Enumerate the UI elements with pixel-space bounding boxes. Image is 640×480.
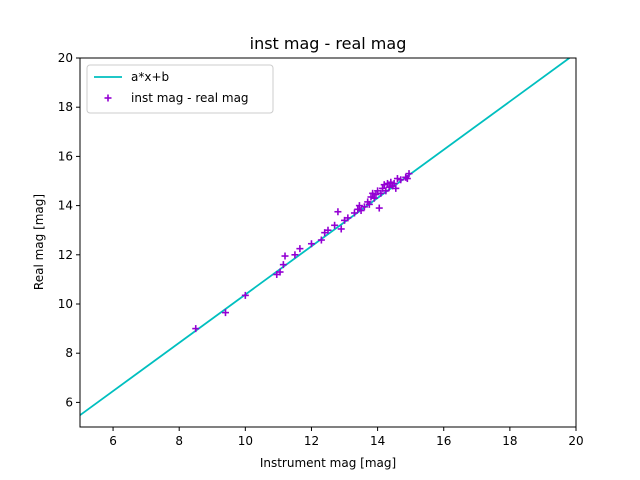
scatter-point xyxy=(355,202,363,210)
scatter-point xyxy=(241,291,249,299)
scatter-point xyxy=(387,178,395,186)
x-tick-label: 10 xyxy=(238,434,253,448)
scatter-point xyxy=(380,181,388,189)
scatter-point xyxy=(390,179,398,187)
x-tick-label: 20 xyxy=(568,434,583,448)
scatter-point xyxy=(317,236,325,244)
y-axis-label: Real mag [mag] xyxy=(32,194,46,290)
scatter-point xyxy=(291,251,299,259)
x-axis-label: Instrument mag [mag] xyxy=(260,456,396,470)
scatter-point xyxy=(350,209,358,217)
x-tick-label: 12 xyxy=(304,434,319,448)
y-axis: 6 8 10 12 14 16 18 20 xyxy=(58,51,80,409)
scatter-point xyxy=(360,203,368,211)
scatter-point xyxy=(281,252,289,260)
scatter-point xyxy=(357,207,365,215)
x-tick-label: 8 xyxy=(175,434,183,448)
scatter-point xyxy=(392,184,400,192)
y-tick-label: 20 xyxy=(58,51,73,65)
scatter-point xyxy=(397,176,405,184)
scatter-point xyxy=(307,240,315,248)
x-tick-label: 18 xyxy=(502,434,517,448)
scatter-point xyxy=(331,221,339,229)
y-tick-label: 16 xyxy=(58,149,73,163)
legend-fit-line-label: a*x+b xyxy=(131,70,169,84)
legend-scatter-swatch xyxy=(104,94,112,102)
x-axis: 6 8 10 12 14 16 18 20 xyxy=(109,427,584,448)
chart-title: inst mag - real mag xyxy=(250,34,407,53)
y-tick-label: 18 xyxy=(58,100,73,114)
scatter-point xyxy=(354,205,362,213)
legend: a*x+b inst mag - real mag xyxy=(86,64,274,114)
scatter-point xyxy=(192,325,200,333)
scatter-point xyxy=(276,268,284,276)
scatter-point xyxy=(367,193,375,201)
y-tick-label: 8 xyxy=(65,346,73,360)
y-tick-label: 10 xyxy=(58,297,73,311)
scatter-point xyxy=(344,214,352,222)
y-tick-label: 12 xyxy=(58,248,73,262)
scatter-point xyxy=(382,187,390,195)
scatter-point xyxy=(337,225,345,233)
legend-scatter-label: inst mag - real mag xyxy=(131,91,249,105)
scatter-point xyxy=(403,175,411,183)
scatter-point xyxy=(279,261,287,269)
scatter-point xyxy=(324,226,332,234)
scatter-point xyxy=(221,309,229,317)
scatter-point xyxy=(334,208,342,216)
x-tick-label: 16 xyxy=(436,434,451,448)
scatter-point xyxy=(296,245,304,253)
plot-area xyxy=(79,57,577,428)
scatter-point xyxy=(384,179,392,187)
x-tick-label: 6 xyxy=(109,434,117,448)
axes-frame xyxy=(79,57,577,428)
scatter-point xyxy=(375,204,383,212)
scatter-point xyxy=(377,189,385,197)
legend-box xyxy=(86,64,274,114)
scatter-point xyxy=(405,170,413,178)
y-tick-label: 6 xyxy=(65,395,73,409)
scatter-point xyxy=(385,183,393,191)
scatter-point xyxy=(370,194,378,202)
scatter-point xyxy=(365,200,373,208)
y-tick-label: 14 xyxy=(58,199,73,213)
scatter-point xyxy=(393,175,401,183)
fit-line xyxy=(80,58,570,416)
scatter-point xyxy=(372,191,380,199)
x-tick-label: 14 xyxy=(370,434,385,448)
scatter-point xyxy=(369,189,377,197)
